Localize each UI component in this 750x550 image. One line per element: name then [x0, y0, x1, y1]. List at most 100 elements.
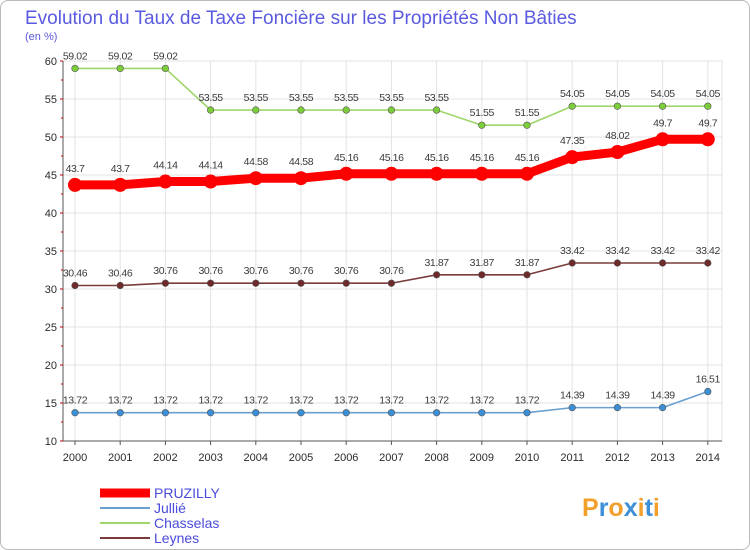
x-tick-label: 2001 — [108, 452, 132, 464]
data-point-jullie — [71, 409, 79, 417]
data-point-jullie — [252, 409, 260, 417]
x-tick-label: 2014 — [696, 452, 720, 464]
data-point-leynes — [613, 259, 622, 267]
data-label-pruzilly: 43.7 — [111, 163, 130, 175]
data-label-leynes: 30.46 — [63, 268, 88, 280]
chart-subtitle: (en %) — [25, 31, 57, 43]
data-point-pruzilly — [655, 132, 670, 147]
data-label-chasselas: 53.55 — [379, 92, 404, 104]
data-point-chasselas — [704, 102, 712, 110]
chart-title: Evolution du Taux de Taxe Foncière sur l… — [25, 8, 577, 29]
data-label-chasselas: 53.55 — [198, 92, 223, 104]
data-label-leynes: 31.87 — [515, 257, 540, 269]
data-point-leynes — [71, 281, 79, 290]
data-label-pruzilly: 44.14 — [198, 160, 223, 172]
data-label-jullie: 16.51 — [696, 374, 721, 386]
data-label-chasselas: 54.05 — [560, 88, 585, 100]
data-label-leynes: 30.76 — [379, 265, 404, 277]
data-label-chasselas: 59.02 — [153, 50, 178, 62]
logo-letter: o — [608, 494, 623, 522]
x-tick-label: 2009 — [470, 452, 494, 464]
data-point-jullie — [704, 387, 712, 396]
data-label-jullie: 13.72 — [289, 395, 314, 407]
data-point-pruzilly — [339, 166, 354, 181]
data-point-jullie — [658, 404, 667, 412]
data-point-pruzilly — [68, 177, 82, 192]
data-point-leynes — [523, 271, 531, 279]
data-point-jullie — [433, 409, 441, 417]
data-point-chasselas — [71, 64, 79, 73]
logo-letter: r — [599, 494, 609, 522]
logo-letter: x — [624, 494, 638, 522]
data-label-chasselas: 53.55 — [334, 92, 359, 104]
y-tick-label: 55 — [45, 94, 57, 106]
data-point-leynes — [297, 279, 305, 287]
proxiti-logo: Proxiti — [582, 494, 660, 522]
data-point-pruzilly — [113, 177, 128, 192]
data-label-leynes: 33.42 — [696, 245, 721, 257]
data-point-chasselas — [297, 106, 305, 114]
y-tick-label: 30 — [45, 284, 57, 296]
data-label-leynes: 30.76 — [198, 265, 223, 277]
data-point-chasselas — [523, 121, 531, 129]
data-point-pruzilly — [294, 171, 308, 186]
data-point-jullie — [116, 409, 124, 417]
data-label-leynes: 30.76 — [244, 265, 269, 277]
data-point-leynes — [116, 281, 124, 290]
data-labels: 13.72 13.72 13.72 13.72 13.72 13.72 13.72 13.72… — [63, 50, 721, 406]
y-tick-label: 15 — [45, 398, 57, 410]
data-label-pruzilly: 45.16 — [334, 152, 359, 164]
data-point-leynes — [207, 279, 215, 287]
legend-label-jullie: Jullié — [154, 500, 186, 516]
data-label-jullie: 13.72 — [153, 395, 178, 407]
data-point-leynes — [658, 259, 667, 267]
x-tick-label: 2003 — [198, 452, 222, 464]
logo-letter: i — [653, 494, 660, 522]
y-tick-label: 35 — [45, 246, 57, 258]
y-tick-label: 60 — [45, 56, 57, 68]
legend-label-pruzilly: PRUZILLY — [154, 485, 221, 501]
data-point-pruzilly — [429, 166, 444, 181]
data-label-pruzilly: 45.16 — [424, 152, 449, 164]
data-label-leynes: 33.42 — [605, 245, 630, 257]
axes: 10 15 20 25 30 35 40 45 50 55 60 2000 2001 2002 2003 20… — [45, 56, 722, 464]
data-point-leynes — [478, 271, 486, 279]
x-tick-label: 2008 — [424, 452, 448, 464]
data-label-pruzilly: 48.02 — [605, 130, 630, 142]
data-point-jullie — [568, 404, 576, 412]
data-point-chasselas — [613, 102, 622, 110]
x-tick-label: 2010 — [515, 452, 539, 464]
data-label-pruzilly: 47.35 — [560, 135, 585, 147]
data-label-chasselas: 59.02 — [63, 50, 88, 62]
data-label-jullie: 13.72 — [470, 395, 495, 407]
y-tick-label: 25 — [45, 322, 57, 334]
data-label-jullie: 13.72 — [515, 395, 540, 407]
x-tick-label: 2000 — [63, 452, 87, 464]
data-point-chasselas — [658, 102, 667, 110]
data-label-jullie: 13.72 — [198, 395, 223, 407]
data-label-leynes: 30.76 — [334, 265, 359, 277]
data-label-pruzilly: 43.7 — [66, 163, 85, 175]
x-tick-label: 2002 — [153, 452, 177, 464]
data-point-jullie — [387, 409, 396, 417]
data-point-pruzilly — [203, 174, 218, 189]
data-point-pruzilly — [248, 171, 263, 186]
data-point-chasselas — [342, 106, 350, 114]
data-label-leynes: 30.46 — [108, 268, 133, 280]
x-tick-label: 2005 — [289, 452, 313, 464]
data-label-chasselas: 54.05 — [696, 88, 721, 100]
data-point-leynes — [342, 279, 350, 287]
data-point-pruzilly — [158, 174, 173, 189]
y-tick-label: 45 — [45, 170, 57, 182]
x-tick-label: 2007 — [379, 452, 403, 464]
data-point-jullie — [161, 409, 169, 417]
data-point-jullie — [523, 409, 531, 417]
data-label-leynes: 30.76 — [153, 265, 178, 277]
data-point-chasselas — [433, 106, 441, 114]
data-point-chasselas — [568, 102, 576, 110]
data-label-chasselas: 51.55 — [470, 107, 495, 119]
logo-letter: t — [645, 494, 654, 522]
